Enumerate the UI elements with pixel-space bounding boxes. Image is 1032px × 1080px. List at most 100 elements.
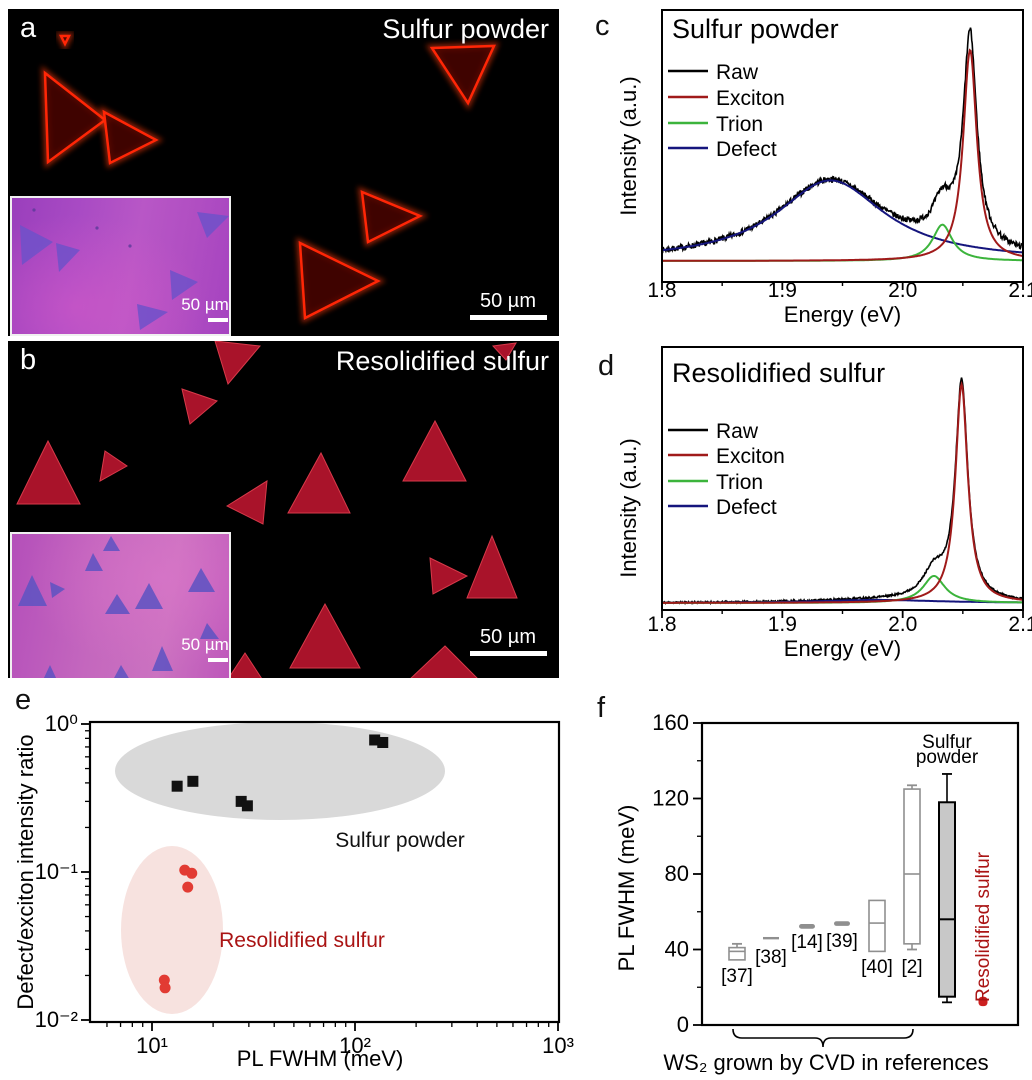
panel-b-inset-scalebar [208, 658, 228, 662]
chart-title: Sulfur powder [672, 14, 839, 44]
box-rect [938, 801, 956, 998]
ws2-triangle [402, 419, 467, 482]
y-axis-label: Defect/exciton intensity ratio [13, 734, 38, 1009]
ws2-triangle [360, 190, 424, 244]
box-39 [834, 921, 850, 926]
box-rect [868, 899, 886, 953]
series-defect [661, 179, 1024, 254]
data-point-square [171, 780, 183, 792]
box-Sulfurpowder [938, 773, 956, 1004]
panel-b-inset-optical-image: 50 µm [10, 532, 231, 678]
x-tick-label: 1.9 [768, 279, 797, 302]
ws2-triangle-optical [85, 553, 103, 571]
data-point-circle [159, 982, 171, 994]
panel-label-d: d [598, 350, 615, 382]
annotation-resolidified-sulfur: Resolidified sulfur [219, 929, 385, 952]
x-tick-label: 2.0 [888, 613, 917, 636]
box-2 [903, 784, 921, 951]
panel-label-a: a [20, 12, 37, 44]
sulfur-powder-label-line1: Sulfur [922, 732, 972, 753]
x-axis-label: PL FWHM (meV) [237, 1046, 404, 1071]
box-dash [799, 924, 815, 929]
ws2-triangle-optical [43, 665, 57, 678]
ws2-triangle [102, 109, 159, 165]
panel-label-b: b [20, 344, 37, 376]
box-14 [799, 924, 815, 929]
sulfur-powder-ellipse [115, 722, 445, 820]
ws2-triangle [225, 480, 268, 525]
reference-brace [732, 1028, 914, 1048]
series-sulfur-powder [171, 734, 389, 812]
data-point-square [241, 800, 253, 812]
panel-a-fluorescence-image: Sulfur powder 50 µm 50 µm [8, 9, 559, 336]
ws2-triangle-optical [135, 583, 163, 609]
ref-label: [14] [791, 932, 823, 953]
data-point-square [377, 736, 389, 748]
panel-b-fluorescence-image: Resolidified sulfur 50 µm 50 µm [8, 341, 559, 678]
ws2-triangle-optical [200, 623, 219, 639]
y-axis-label: PL FWHM (meV) [614, 805, 639, 972]
ws2-triangle [228, 652, 262, 678]
panel-e-scatter-chart: 10¹ 10² 10³ 10⁰ 10⁻¹ 10⁻² PL FWHM (meV) Defect/… [13, 711, 574, 1071]
panel-label-c: c [595, 10, 610, 42]
panel-b-title: Resolidified sulfur [335, 346, 549, 376]
panel-b-triangle-crystals [16, 341, 518, 678]
legend-label-trion: Trion [716, 113, 763, 136]
legend-label-exciton: Exciton [716, 87, 785, 110]
y-axis-label: Intensity (a.u.) [616, 76, 641, 215]
annotation-sulfur-powder: Sulfur powder [335, 829, 465, 852]
panel-a-inset-scalebar [208, 318, 228, 322]
legend-label-exciton: Exciton [716, 445, 785, 468]
sulfur-powder-label-line2: powder [916, 747, 979, 768]
ws2-triangle [181, 388, 218, 425]
x-tick-label: 10¹ [136, 1033, 168, 1058]
box-blob [978, 996, 988, 1007]
ws2-triangle [429, 557, 469, 595]
ws2-triangle [289, 602, 361, 669]
ws2-triangle [466, 534, 518, 599]
panel-label-e: e [15, 684, 32, 716]
ws2-triangle [43, 70, 108, 165]
legend-label-raw: Raw [716, 420, 759, 443]
panel-a-inset-scalebar-label: 50 µm [181, 295, 229, 314]
ref-label: [2] [901, 957, 922, 978]
x-tick-label: 1.8 [647, 613, 676, 636]
ref-label: [40] [861, 957, 893, 978]
panel-a-inset-triangles [20, 208, 229, 330]
panel-f-plot: 0 40 80 120 160 PL FWHM (meV) [37][38][14] [39]… [614, 710, 1020, 1075]
panel-c-plot: 1.8 1.9 2.0 2.1 Energy (eV) Intensity (a.u.) S… [616, 9, 1032, 327]
data-point-square [235, 795, 247, 807]
ws2-triangle-optical [105, 594, 130, 614]
box-40 [868, 899, 886, 953]
ws2-triangle [287, 451, 351, 514]
panel-a-inset-optical-image: 50 µm [10, 196, 231, 336]
ws2-triangle-optical [103, 536, 120, 551]
series-exciton [662, 380, 1024, 604]
y-tick-label: 10⁰ [45, 711, 78, 736]
box-rect [728, 946, 746, 961]
x-axis-label: Energy (eV) [784, 636, 901, 661]
y-tick-label: 80 [665, 861, 689, 886]
panel-b-scalebar-label: 50 µm [480, 626, 536, 648]
data-point-circle [182, 881, 194, 893]
box-dash [834, 921, 850, 926]
ws2-triangle [410, 645, 478, 678]
x-axis-label: WS₂ grown by CVD in references [663, 1050, 988, 1075]
panel-b-scalebar [470, 651, 547, 656]
ref-label: [38] [755, 947, 787, 968]
ws2-triangle-optical [50, 582, 65, 598]
panel-f-boxplot-chart: 0 40 80 120 160 PL FWHM (meV) [37][38][14] [39]… [614, 710, 1020, 1075]
ws2-triangle-optical [170, 270, 198, 300]
ws2-triangle [99, 450, 128, 482]
ws2-triangle-optical [20, 225, 53, 265]
series-exciton [662, 48, 1024, 262]
box-37 [728, 942, 746, 961]
ws2-triangle [491, 342, 517, 361]
legend-label-raw: Raw [716, 61, 759, 84]
panel-d-plot: 1.8 1.9 2.0 2.1 Energy (eV) Intensity (a.u.) R… [616, 346, 1032, 661]
ws2-triangle-optical [197, 212, 229, 238]
legend-label-defect: Defect [716, 138, 777, 161]
particle-dot [32, 208, 36, 212]
y-tick-label: 120 [652, 786, 689, 811]
